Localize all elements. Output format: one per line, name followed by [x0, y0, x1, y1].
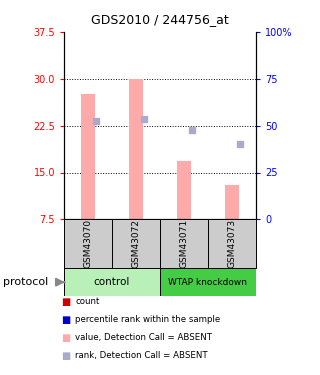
Text: percentile rank within the sample: percentile rank within the sample [75, 315, 220, 324]
Text: GDS2010 / 244756_at: GDS2010 / 244756_at [91, 13, 229, 26]
Text: WTAP knockdown: WTAP knockdown [169, 278, 247, 287]
FancyBboxPatch shape [160, 219, 208, 268]
Bar [225, 185, 239, 219]
Bar [129, 79, 143, 219]
Text: value, Detection Call = ABSENT: value, Detection Call = ABSENT [75, 333, 212, 342]
Text: GSM43072: GSM43072 [132, 219, 140, 268]
FancyBboxPatch shape [64, 268, 160, 296]
Text: ■: ■ [61, 297, 70, 307]
Text: control: control [94, 277, 130, 287]
FancyBboxPatch shape [208, 219, 256, 268]
FancyBboxPatch shape [112, 219, 160, 268]
Bar [177, 161, 191, 219]
Text: GSM43071: GSM43071 [180, 219, 188, 268]
Bar [81, 94, 95, 219]
FancyBboxPatch shape [160, 268, 256, 296]
Text: ■: ■ [61, 351, 70, 361]
Text: GSM43070: GSM43070 [84, 219, 92, 268]
Text: GSM43073: GSM43073 [228, 219, 236, 268]
Text: protocol: protocol [3, 277, 48, 287]
Text: ■: ■ [61, 333, 70, 343]
Text: count: count [75, 297, 100, 306]
Text: ■: ■ [61, 315, 70, 325]
FancyBboxPatch shape [64, 219, 112, 268]
Text: rank, Detection Call = ABSENT: rank, Detection Call = ABSENT [75, 351, 208, 360]
